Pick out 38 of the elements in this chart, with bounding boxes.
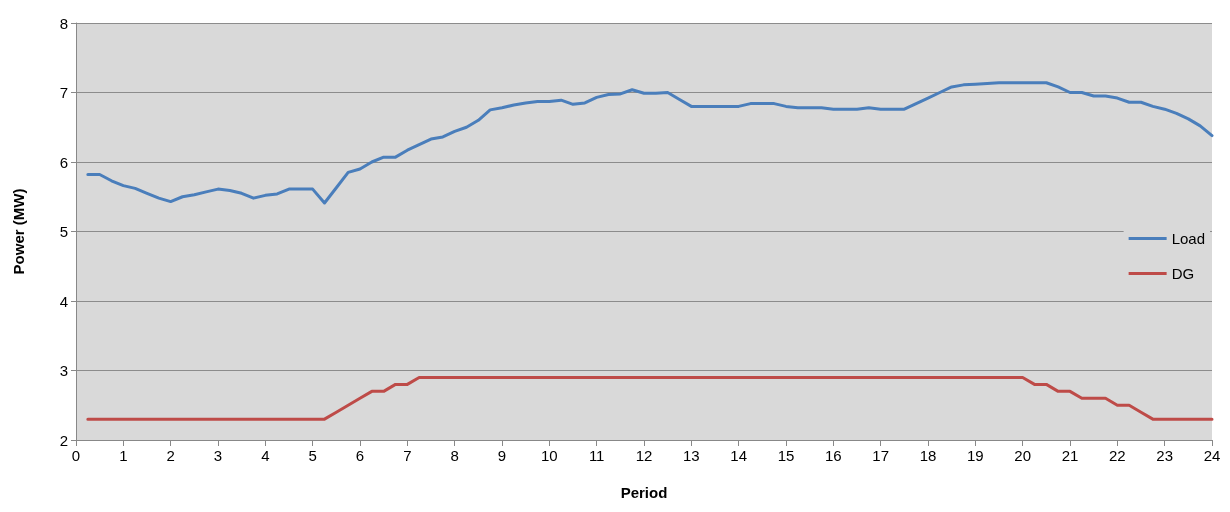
x-tick-label: 18 [919,447,937,464]
y-tick-label: 3 [59,362,68,379]
x-tick-label: 17 [872,447,890,464]
y-axis-title: Power (MW) [10,188,27,275]
x-tick-label: 9 [497,447,507,464]
x-tick-label: 13 [682,447,700,464]
y-tick-label: 5 [59,223,68,240]
x-tick-label: 2 [166,447,175,464]
x-tick-label: 1 [119,447,128,464]
x-tick-label: 5 [308,447,317,464]
line-series [86,81,1214,205]
x-tick-label: 24 [1203,447,1221,464]
x-tick-label: 6 [355,447,365,464]
x-axis-title: Period [620,484,668,501]
y-tick-label: 8 [59,14,68,32]
x-tick-label: 12 [635,447,653,464]
legend-label: Load [1171,230,1206,247]
y-tick-label: 4 [59,292,68,310]
x-tick-label: 22 [1108,447,1126,464]
x-tick-label: 4 [261,447,270,464]
x-tick-label: 3 [213,447,223,464]
x-tick-label: 0 [71,447,81,464]
x-tick-label: 10 [540,447,558,464]
x-tick-label: 19 [966,447,984,464]
x-tick-label: 11 [588,447,605,464]
x-tick-label: 15 [777,447,795,464]
x-tick-label: 7 [403,447,412,464]
x-tick-label: 8 [450,447,459,464]
y-tick-label: 2 [59,431,68,449]
x-tick-label: 20 [1014,447,1032,464]
y-tick-label: 6 [59,153,68,171]
legend-label: DG [1171,265,1195,282]
x-tick-label: 23 [1156,447,1174,464]
x-tick-label: 21 [1061,447,1079,464]
y-tick-label: 7 [59,84,68,101]
x-tick-label: 14 [730,447,748,464]
line-series [86,375,1214,421]
x-tick-label: 16 [824,447,842,464]
